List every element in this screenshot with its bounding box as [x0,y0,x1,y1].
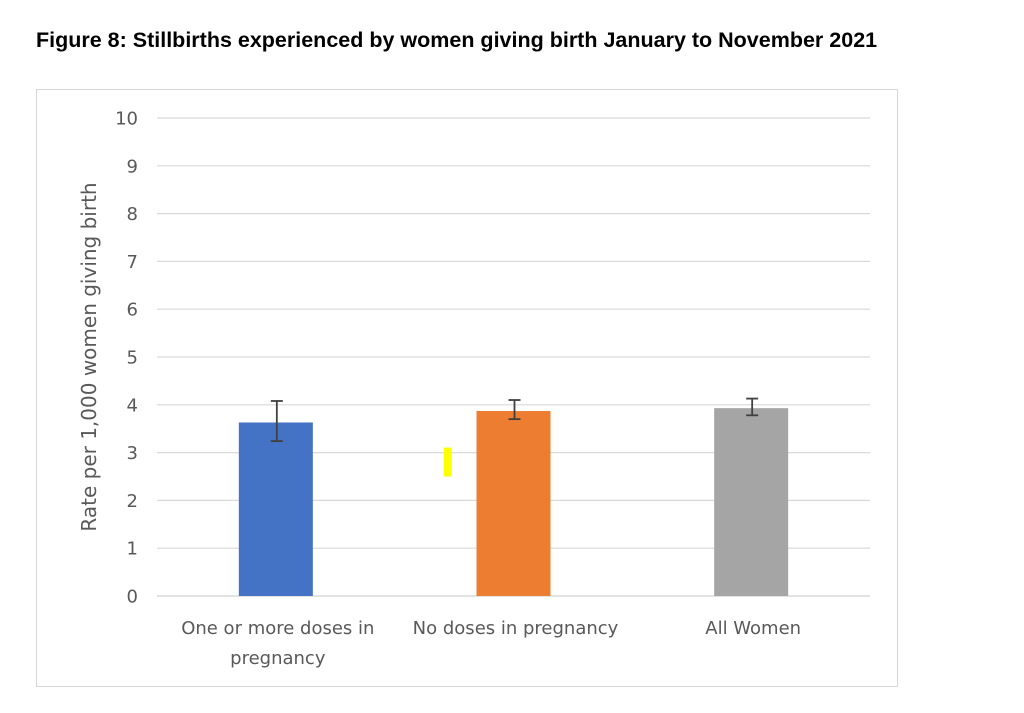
y-tick-label: 4 [127,395,138,416]
y-axis-ticks: 0 1 2 3 4 5 6 7 8 9 10 [115,109,138,608]
y-axis-label: Rate per 1,000 women giving birth [77,182,101,531]
y-tick-label: 0 [127,587,138,608]
bar [476,411,551,596]
highlight-mark [443,447,452,477]
x-category-label: All Women [705,618,801,639]
x-axis-categories: One or more doses in pregnancy No doses in… [181,618,801,669]
y-tick-label: 3 [127,443,138,464]
chart-frame [36,89,898,687]
y-tick-label: 1 [127,539,138,560]
y-tick-label: 10 [115,109,138,130]
y-tick-label: 6 [127,300,138,321]
bars [238,408,789,596]
y-tick-label: 9 [127,156,138,177]
figure-title: Figure 8: Stillbirths experienced by wom… [36,28,878,52]
bar [238,422,313,596]
y-tick-label: 7 [127,252,138,273]
y-tick-label: 5 [127,348,138,369]
y-tick-label: 2 [127,491,138,512]
x-category-label: One or more doses in pregnancy [181,618,374,669]
error-bars [270,397,759,443]
x-category-label: No doses in pregnancy [413,618,619,639]
y-tick-label: 8 [127,204,138,225]
bar [714,408,789,596]
annotation-marks [443,447,452,477]
